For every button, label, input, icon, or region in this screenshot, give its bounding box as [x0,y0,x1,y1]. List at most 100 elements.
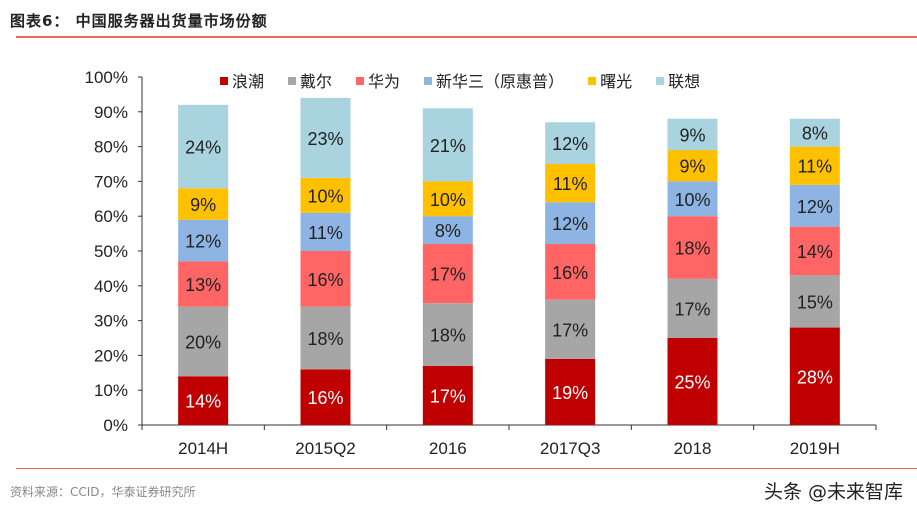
y-tick-label: 90% [94,103,128,122]
bar-segment-2 [789,226,840,276]
legend-swatch [424,77,433,85]
bar-segment-5 [789,118,840,147]
data-label: 16% [552,263,588,283]
data-label: 21% [430,136,466,156]
data-label: 9% [190,195,216,215]
bar-segment-3 [178,219,229,262]
data-label: 19% [552,383,588,403]
bar-segment-0 [545,358,596,425]
data-label: 15% [797,292,833,312]
data-label: 14% [185,392,221,412]
data-label: 17% [674,299,710,319]
legend-label: 曙光 [600,72,632,91]
y-tick-label: 80% [94,138,128,157]
data-label: 9% [679,157,705,177]
legend-label: 戴尔 [300,72,332,91]
data-label: 16% [307,270,343,290]
bar-segment-3 [789,184,840,227]
legend-swatch [656,77,665,85]
data-label: 10% [430,190,466,210]
bar-segment-2 [667,216,718,279]
bar-segment-1 [300,306,351,370]
figure-title: 图表6： 中国服务器出货量市场份额 [10,12,268,30]
data-label: 12% [552,134,588,154]
bar-segment-3 [300,212,351,251]
bar-segment-0 [178,376,229,425]
legend-label: 新华三（原惠普） [436,72,564,91]
legend-label: 浪潮 [232,72,264,91]
y-tick-label: 100% [85,68,128,87]
y-tick-label: 0% [103,416,128,435]
data-label: 17% [430,386,466,406]
data-label: 18% [674,239,710,259]
data-label: 10% [674,190,710,210]
data-label: 11% [797,157,832,177]
data-label: 13% [185,275,221,295]
bar-segment-3 [667,181,718,217]
bar-segment-2 [178,261,229,307]
bar-segment-2 [422,244,473,304]
data-label: 12% [797,197,833,217]
data-label: 8% [802,124,828,144]
data-label: 23% [307,129,343,149]
bar-segment-4 [422,181,473,217]
bar-segment-0 [422,365,473,425]
legend-swatch [588,77,597,85]
bar-segment-1 [422,303,473,366]
bar-segment-0 [789,327,840,425]
data-label: 20% [185,332,221,352]
data-label: 24% [185,138,221,158]
x-tick-label: 2019H [790,439,840,458]
data-label: 8% [435,221,461,241]
y-tick-label: 40% [94,277,128,296]
bar-segment-3 [422,216,473,245]
x-tick-label: 2018 [674,439,712,458]
bar-segment-1 [178,306,229,377]
data-label: 25% [674,373,710,393]
bar-segment-4 [178,188,229,220]
data-label: 12% [552,214,588,234]
bar-segment-4 [545,164,596,203]
bar-segment-5 [178,104,229,189]
data-label: 18% [307,329,343,349]
bar-segment-5 [545,122,596,164]
data-label: 28% [797,367,833,387]
x-tick-label: 2015Q2 [295,439,356,458]
bar-segment-0 [300,369,351,425]
data-label: 17% [430,265,466,285]
x-tick-label: 2017Q3 [540,439,601,458]
bar-segment-1 [789,275,840,328]
bar-segment-4 [667,150,718,182]
y-tick-label: 20% [94,346,128,365]
bar-segment-1 [545,299,596,359]
data-label: 17% [552,320,588,340]
stacked-bar-chart: 0% 10% 20% 30% 40% 50% 60% 70% 80% 90% 100% 2014H 14… [85,68,877,458]
data-label: 16% [307,388,343,408]
y-tick-label: 70% [94,172,128,191]
source-note: 资料来源：CCID，华泰证券研究所 [10,485,196,499]
bar-segment-5 [300,97,351,178]
legend-swatch [356,77,365,85]
data-label: 11% [553,174,588,194]
bar-segment-5 [422,108,473,182]
x-tick-label: 2016 [429,439,467,458]
y-tick-label: 60% [94,207,128,226]
y-tick-label: 50% [94,242,128,261]
bar-segment-3 [545,202,596,245]
bar-segment-0 [667,338,718,425]
x-tick-label: 2014H [178,439,228,458]
footer-divider [16,468,917,469]
watermark: 头条 @未来智库 [763,481,903,503]
legend-label: 华为 [368,72,400,91]
y-tick-label: 30% [94,312,128,331]
bar-segment-5 [667,118,718,151]
bar-segment-2 [545,244,596,300]
data-label: 14% [797,242,833,262]
data-label: 12% [185,232,221,252]
bar-segment-2 [300,251,351,307]
legend-label: 联想 [668,72,700,91]
bar-segment-1 [667,278,718,338]
data-label: 11% [308,223,343,243]
legend-swatch [288,77,297,85]
data-label: 9% [679,125,705,145]
